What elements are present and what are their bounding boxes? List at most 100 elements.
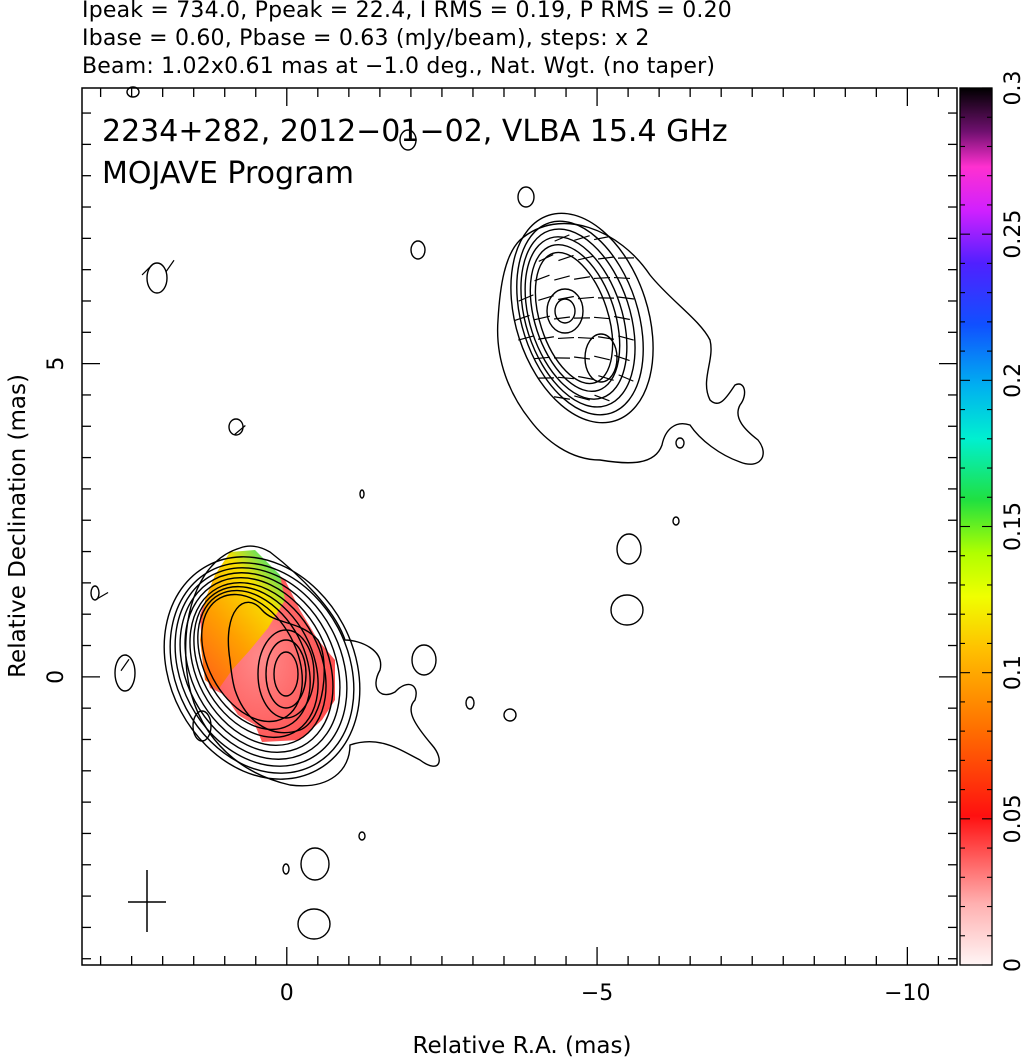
- contour-island: [126, 86, 140, 98]
- colorbar-ticks: [960, 87, 992, 966]
- axis-ticks: [82, 88, 957, 965]
- contour-knot-peak: [546, 288, 584, 334]
- contour-knot: [529, 243, 621, 393]
- evpa-tick: [618, 335, 634, 341]
- contour-core: [179, 572, 341, 760]
- evpa-tick: [594, 394, 610, 402]
- evpa-tick: [518, 335, 534, 341]
- evpa-tick: [558, 295, 574, 301]
- contour-island: [146, 262, 168, 294]
- contour-knot-peak: [554, 298, 576, 324]
- evpa-tick: [234, 425, 246, 435]
- contour-island: [503, 708, 517, 722]
- contour-island: [192, 710, 212, 742]
- contour-island: [399, 129, 417, 151]
- x-axis-label: Relative R.A. (mas): [413, 1033, 632, 1059]
- annotation-program: MOJAVE Program: [102, 156, 354, 191]
- annotation-title: 2234+282, 2012−01−02, VLBA 15.4 GHz: [102, 114, 728, 149]
- y-axis-label: Relative Declination (mas): [5, 374, 31, 678]
- evpa-tick: [593, 316, 611, 320]
- contour-island: [282, 863, 290, 875]
- evpa-tick: [534, 274, 550, 282]
- contour-island: [90, 585, 100, 601]
- x-tick-label: 0: [280, 981, 294, 1006]
- evpa-tick: [554, 396, 570, 400]
- evpa-tick: [553, 316, 571, 320]
- evpa-tick: [538, 336, 554, 340]
- colorbar-tick-label: 0: [1001, 958, 1022, 972]
- contour-core: [197, 589, 311, 731]
- contour-island: [672, 516, 680, 526]
- contour-core: [193, 585, 319, 739]
- evpa-tick: [574, 276, 590, 280]
- evpa-tick: [518, 294, 534, 302]
- colorbar-tick-label: 0.3: [1001, 71, 1022, 106]
- evpa-tick: [594, 355, 610, 361]
- contour-island: [297, 908, 331, 940]
- contour-island: [610, 594, 644, 626]
- x-tick-label: −5: [581, 981, 613, 1006]
- evpa-tick: [557, 376, 575, 380]
- contour-knot: [510, 212, 654, 424]
- plot-frame: [81, 87, 958, 966]
- header-line-2: Ibase = 0.60, Pbase = 0.63 (mJy/beam), s…: [82, 26, 650, 51]
- contour-core: [184, 577, 334, 753]
- contour-core-peak: [265, 639, 307, 709]
- evpa-tick: [577, 296, 595, 300]
- contour-island: [616, 533, 642, 565]
- evpa-tick: [558, 254, 574, 262]
- evpa-tick: [598, 375, 614, 381]
- contour-core: [169, 562, 355, 774]
- contour-island: [411, 644, 437, 676]
- colorbar-tick-labels: 0 0.05 0.1 0.15 0.2 0.25 0.3: [1001, 71, 1022, 973]
- evpa-tick: [598, 336, 614, 340]
- evpa-tick: [594, 235, 610, 241]
- contour-core: [174, 567, 348, 767]
- y-tick-labels: 05: [44, 357, 69, 684]
- evpa-tick: [141, 264, 153, 276]
- contour-core-peak: [273, 651, 299, 697]
- beam-cross: [128, 870, 166, 932]
- y-tick-label: 5: [44, 357, 69, 371]
- evpa-tick: [577, 336, 595, 340]
- evpa-tick: [533, 356, 551, 360]
- colorbar-tick-label: 0.2: [1001, 363, 1022, 398]
- contour-knot: [534, 251, 614, 385]
- evpa-tick: [573, 356, 591, 360]
- evpa-tick: [614, 354, 630, 362]
- evpa-tick: [597, 256, 615, 260]
- contours: [90, 86, 764, 940]
- evpa-tick: [95, 591, 109, 601]
- colorbar-tick-label: 0.05: [1001, 794, 1022, 843]
- colorbar-tick-label: 0.15: [1001, 502, 1022, 551]
- contour-core-inner: [227, 601, 325, 734]
- x-tick-labels: 0 −5 −10: [280, 981, 931, 1006]
- contour-core-peak: [257, 629, 315, 719]
- contour-knot-outer: [496, 222, 764, 465]
- header-line-3: Beam: 1.02x0.61 mas at −1.0 deg., Nat. W…: [82, 54, 716, 79]
- header-line-1: Ipeak = 734.0, Ppeak = 22.4, I RMS = 0.1…: [82, 0, 732, 23]
- polarization-image: [200, 550, 335, 742]
- evpa-tick: [538, 254, 554, 262]
- contour-island: [359, 489, 365, 499]
- y-tick-label: 0: [44, 670, 69, 684]
- contour-island: [675, 437, 685, 449]
- colorbar-tick-label: 0.1: [1001, 655, 1022, 690]
- evpa-tick: [574, 395, 590, 401]
- evpa-tick: [165, 259, 175, 273]
- evpa-tick: [614, 315, 630, 321]
- x-tick-label: −10: [884, 981, 930, 1006]
- contour-knot: [520, 228, 636, 408]
- evpa-tick: [538, 295, 554, 301]
- evpa-tick: [554, 234, 570, 242]
- evpa-ticks: [95, 234, 635, 672]
- contour-island: [358, 831, 366, 841]
- evpa-tick: [578, 375, 594, 381]
- evpa-tick: [514, 314, 530, 322]
- evpa-tick: [534, 315, 550, 321]
- colorbar-tick-label: 0.25: [1001, 210, 1022, 259]
- evpa-tick: [557, 336, 575, 340]
- evpa-tick: [593, 276, 611, 280]
- evpa-tick: [574, 235, 590, 241]
